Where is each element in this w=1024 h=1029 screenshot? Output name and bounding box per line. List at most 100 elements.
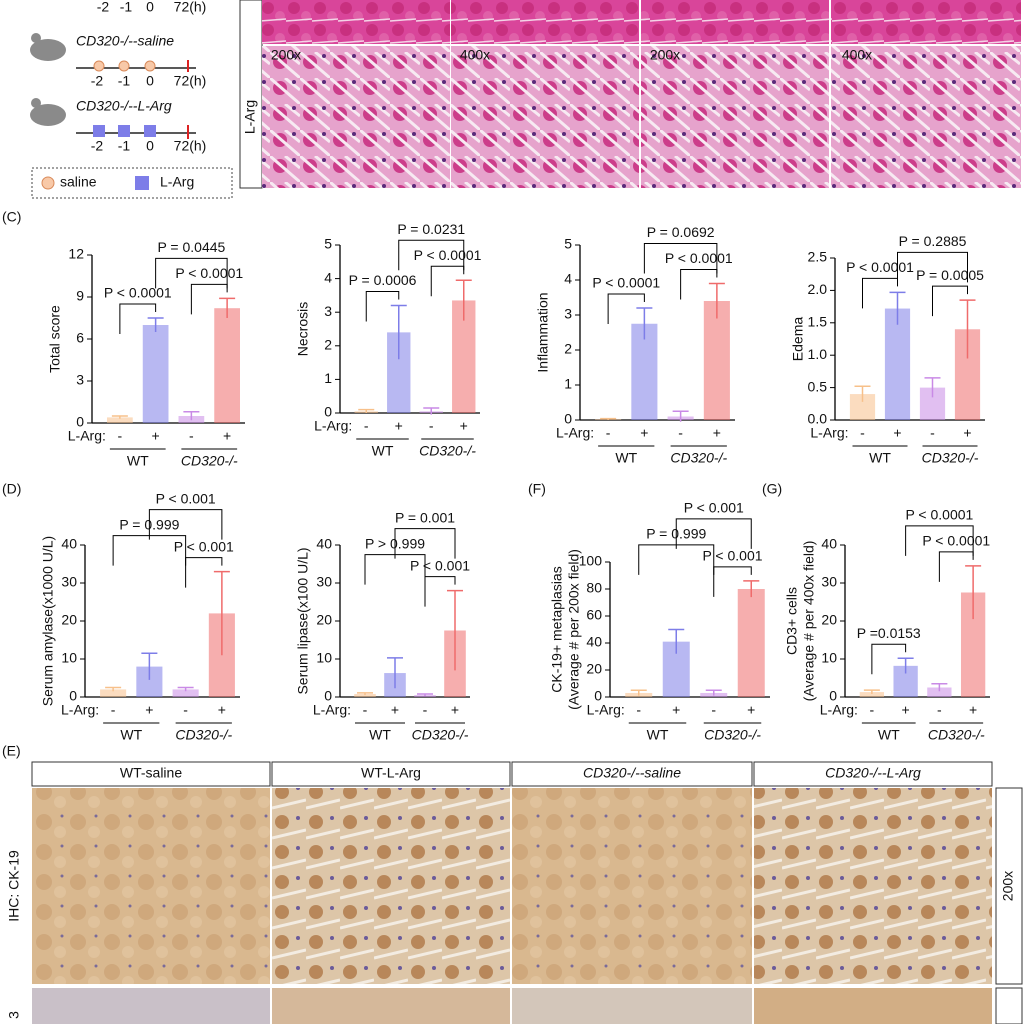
legend-label: saline bbox=[60, 174, 97, 190]
y-tick-label: 9 bbox=[76, 288, 84, 304]
error-bar bbox=[854, 385, 871, 402]
y-tick-label: 0 bbox=[76, 414, 84, 430]
bar bbox=[142, 325, 169, 423]
significance-bracket bbox=[148, 509, 223, 540]
x-tick-label: - bbox=[183, 702, 188, 718]
y-tick-label: 20 bbox=[821, 612, 837, 628]
legend-box bbox=[31, 167, 233, 199]
magnification: 400x bbox=[842, 47, 872, 63]
x-axis-label: L-Arg: bbox=[68, 428, 106, 444]
y-tick-label: 10 bbox=[821, 650, 837, 666]
ihc-image bbox=[754, 988, 992, 1024]
x-tick-label: + bbox=[893, 425, 901, 441]
tick: 72(h) bbox=[174, 73, 207, 89]
bar bbox=[927, 687, 952, 697]
x-tick-label: - bbox=[711, 702, 716, 718]
ihc-image bbox=[512, 988, 752, 1024]
dose-icon bbox=[144, 60, 156, 72]
tick: -1 bbox=[118, 138, 131, 154]
y-tick-label: 40 bbox=[821, 536, 837, 552]
x-tick-label: + bbox=[713, 425, 721, 441]
y-tick-label: 12 bbox=[68, 246, 84, 262]
x-axis-label: L-Arg: bbox=[314, 418, 352, 434]
x-tick-label: + bbox=[223, 428, 231, 444]
x-tick-label: + bbox=[391, 702, 399, 718]
x-tick-label: + bbox=[460, 418, 468, 434]
bar bbox=[107, 417, 133, 423]
x-tick-label: - bbox=[636, 702, 641, 718]
x-tick-label: + bbox=[672, 702, 680, 718]
histology-image bbox=[262, 0, 450, 44]
significance-bracket bbox=[398, 239, 465, 271]
error-bar bbox=[630, 689, 647, 696]
significance-bracket bbox=[675, 518, 752, 549]
error-bar bbox=[743, 580, 760, 598]
group-label: WT bbox=[120, 727, 142, 743]
y-tick-label: 0 bbox=[829, 688, 837, 704]
group-label: WT bbox=[869, 450, 891, 466]
panel-label: (G) bbox=[762, 481, 782, 497]
significance-bracket bbox=[430, 265, 465, 297]
bar bbox=[703, 301, 730, 420]
y-tick-label: 40 bbox=[586, 634, 602, 650]
p-value: P < 0.0001 bbox=[592, 275, 660, 291]
group-label: CD320-/- bbox=[704, 727, 761, 743]
x-axis-label: L-Arg: bbox=[313, 702, 351, 718]
significance-bracket bbox=[155, 257, 228, 289]
tick: 72(h) bbox=[174, 138, 207, 154]
p-value: P < 0.0001 bbox=[665, 250, 733, 266]
legend-icon bbox=[135, 176, 149, 190]
tick: 0 bbox=[146, 0, 154, 15]
bar bbox=[631, 323, 658, 420]
y-tick-label: 2.5 bbox=[808, 249, 828, 265]
x-tick-label: + bbox=[902, 702, 910, 718]
bar bbox=[859, 692, 885, 697]
tick: -1 bbox=[120, 0, 133, 15]
dose-icon bbox=[93, 60, 105, 72]
group-label: WT bbox=[372, 443, 394, 459]
error-bar bbox=[111, 415, 128, 419]
panel-label: (C) bbox=[2, 209, 21, 225]
y-tick-label: 0 bbox=[564, 411, 572, 427]
significance-bracket bbox=[394, 528, 456, 559]
magnification: 200x bbox=[271, 47, 301, 63]
magnification: 200x bbox=[650, 47, 680, 63]
y-tick-label: 40 bbox=[61, 536, 77, 552]
y-tick-label: 1 bbox=[324, 370, 332, 386]
y-tick-label: 80 bbox=[586, 580, 602, 596]
error-bar bbox=[959, 299, 976, 359]
y-tick-label: 0.5 bbox=[808, 378, 828, 394]
column-header: CD320-/--L-Arg bbox=[825, 765, 921, 781]
ihc-image bbox=[32, 788, 270, 984]
x-axis-label: L-Arg: bbox=[556, 425, 594, 441]
x-tick-label: + bbox=[451, 702, 459, 718]
label-cell bbox=[995, 787, 1023, 985]
x-tick-label: - bbox=[429, 418, 434, 434]
bar bbox=[172, 689, 199, 697]
y-axis-label: CK-19+ metaplasias bbox=[549, 566, 565, 692]
y-tick-label: 30 bbox=[61, 574, 77, 590]
label-cell bbox=[239, 0, 263, 189]
y-tick-label: 100 bbox=[579, 553, 603, 569]
y-tick-label: 20 bbox=[61, 612, 77, 628]
panel-label: (D) bbox=[2, 481, 21, 497]
significance-bracket bbox=[862, 277, 898, 309]
x-tick-label: + bbox=[747, 702, 755, 718]
p-value: P < 0.0001 bbox=[922, 533, 990, 549]
error-bar bbox=[183, 411, 200, 421]
y-tick-label: 30 bbox=[821, 574, 837, 590]
p-value: P < 0.0001 bbox=[846, 259, 914, 275]
p-value: P < 0.0001 bbox=[175, 265, 243, 281]
histology-image bbox=[451, 0, 639, 44]
y-tick-label: 0.0 bbox=[808, 411, 828, 427]
dose-icon bbox=[144, 125, 156, 137]
significance-bracket bbox=[607, 293, 645, 324]
bar bbox=[452, 300, 476, 413]
error-bar bbox=[455, 279, 472, 321]
y-tick-label: 0 bbox=[324, 688, 332, 704]
tick: 72(h) bbox=[174, 0, 207, 15]
y-axis-label: Edema bbox=[790, 317, 806, 362]
group-label: WT bbox=[369, 727, 391, 743]
significance-bracket bbox=[680, 269, 718, 300]
mouse-icon bbox=[31, 98, 41, 108]
